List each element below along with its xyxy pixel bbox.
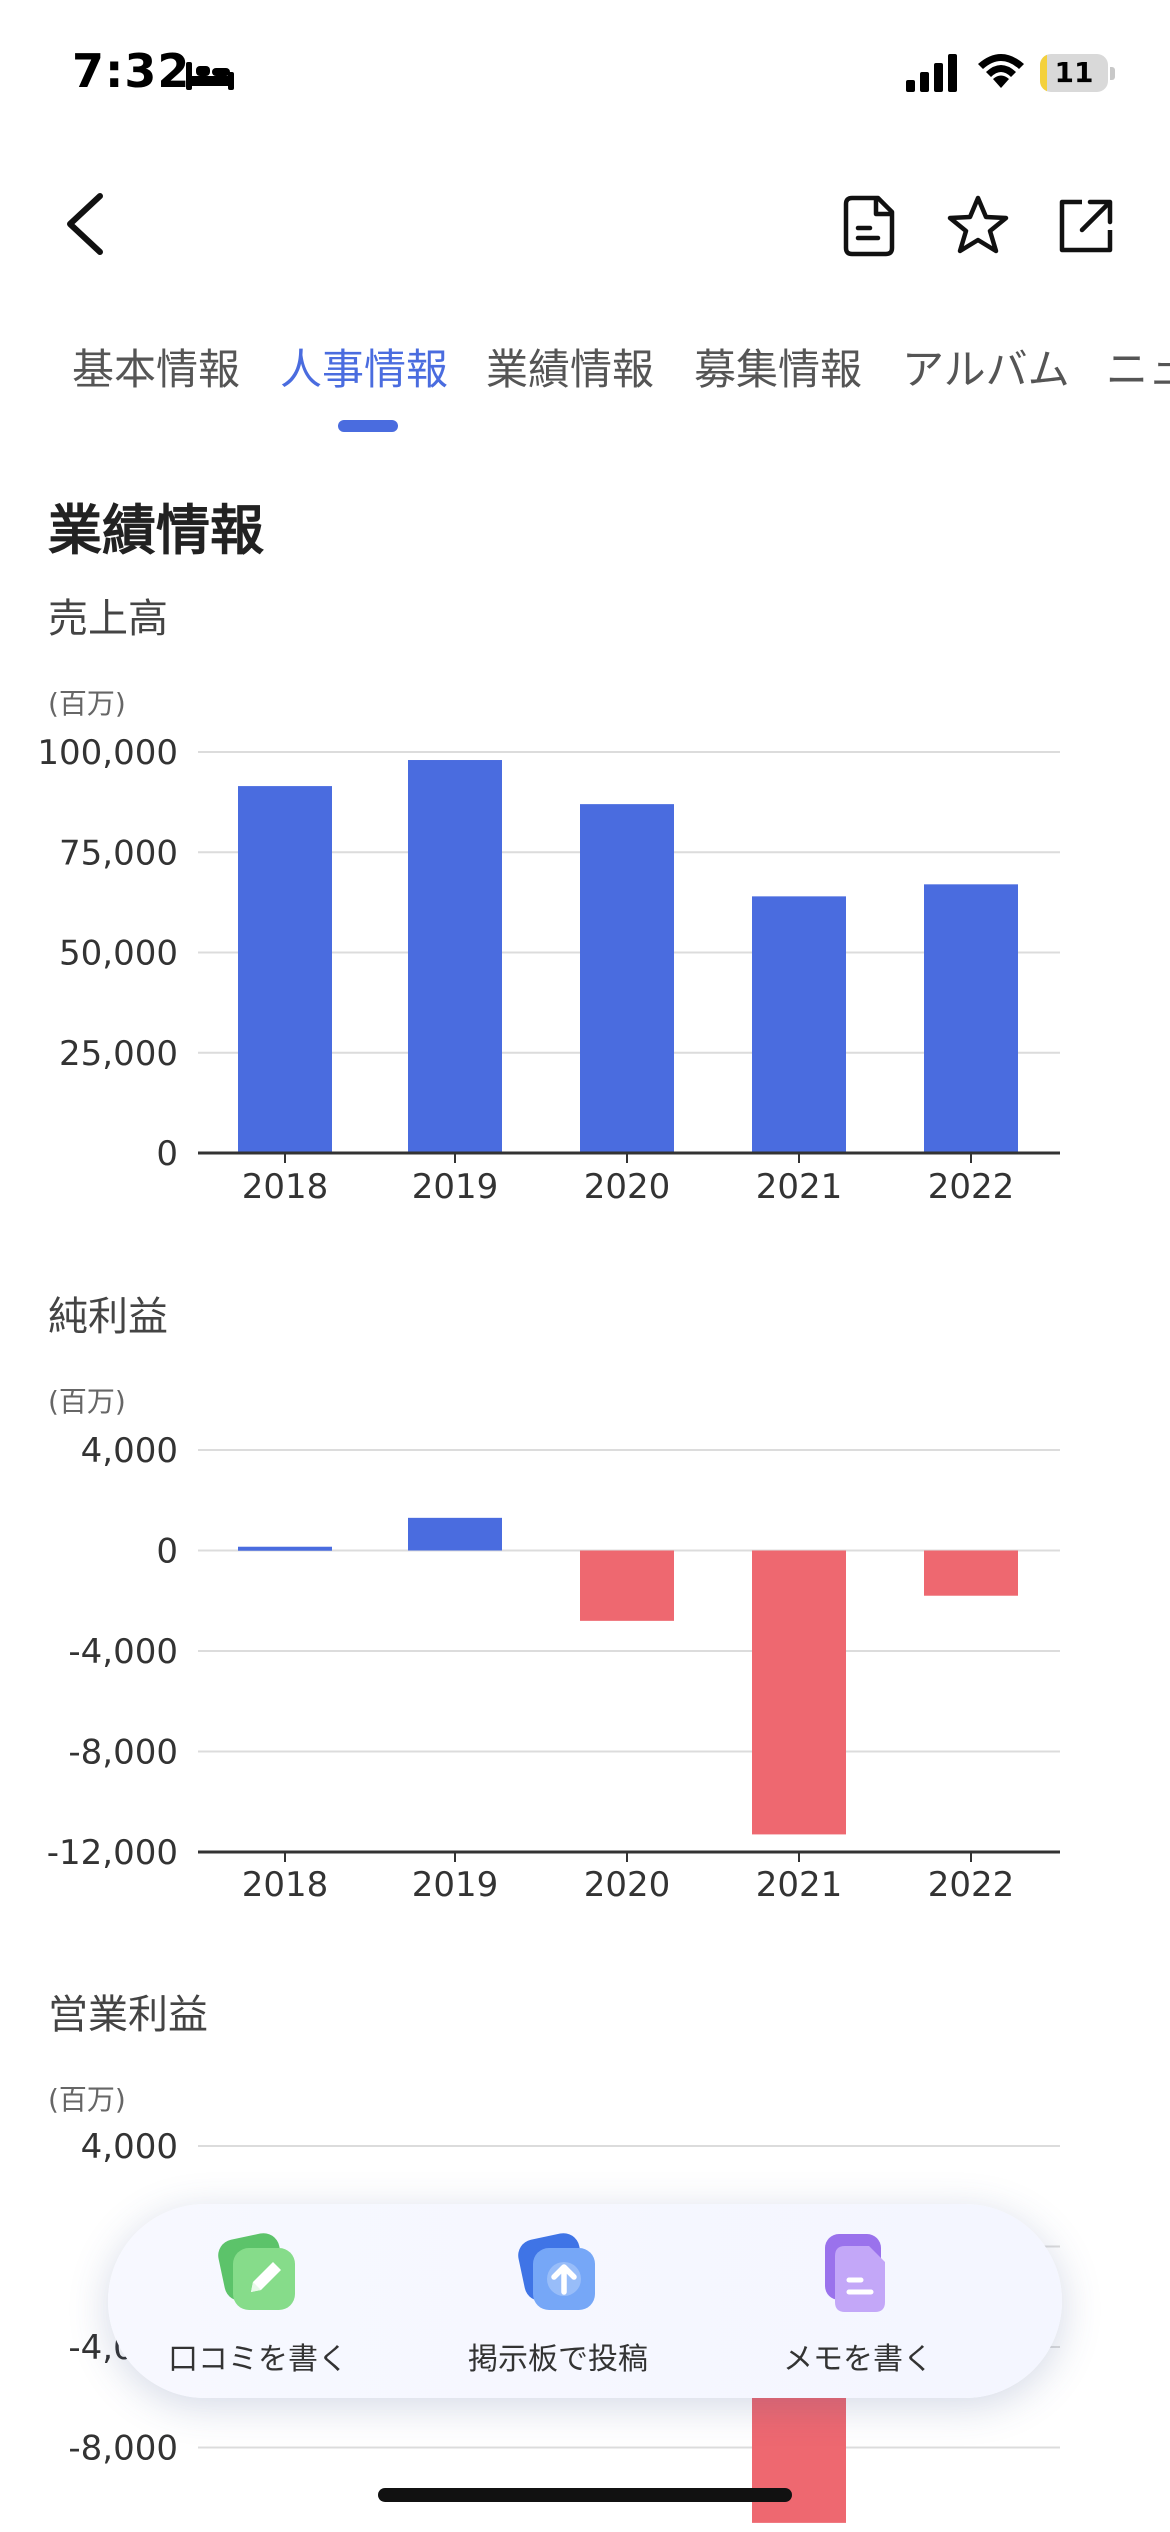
x-tick-label: 2018 — [242, 1167, 329, 1207]
y-tick-label: 0 — [156, 1134, 178, 1174]
y-tick-label: 4,000 — [81, 1431, 178, 1471]
battery-fill — [1040, 54, 1048, 92]
y-tick-label: -12,000 — [47, 1833, 178, 1873]
battery-tip — [1110, 67, 1115, 80]
tab-performance-info[interactable]: 業績情報 — [486, 345, 655, 394]
bar-2018 — [238, 1546, 332, 1551]
bar-2021 — [752, 896, 846, 1153]
sales-chart-svg: 0 25,000 50,000 75,000 100,000 2018 2019 2020 20… — [37, 733, 1060, 1207]
bar-2018 — [238, 786, 332, 1153]
battery-indicator: 11 — [1040, 54, 1115, 92]
y-tick-label: -4,000 — [68, 1632, 178, 1672]
bar-2020 — [580, 1550, 674, 1621]
net-income-unit-label: (百万) — [48, 1385, 126, 1418]
sales-chart: 0 25,000 50,000 75,000 100,000 2018 2019 2020 20… — [0, 720, 1170, 1220]
y-tick-label: 0 — [156, 1532, 178, 1572]
bar-2021 — [752, 1550, 846, 1835]
x-tick-label: 2020 — [584, 1865, 671, 1905]
sleep-bed-icon — [186, 62, 234, 90]
y-tick-label: -8,000 — [68, 2429, 178, 2469]
post-board-label: 掲示板で投稿 — [468, 2342, 648, 2377]
section-title: 業績情報 — [48, 499, 264, 562]
y-tick-label: 75,000 — [59, 833, 178, 873]
bar-2019 — [408, 760, 502, 1153]
battery-body: 11 — [1040, 54, 1108, 92]
back-chevron-icon[interactable] — [56, 188, 116, 260]
active-tab-indicator — [338, 420, 398, 432]
upload-icon — [518, 2233, 595, 2310]
post-board-button[interactable]: 掲示板で投稿 — [408, 2230, 708, 2378]
tab-news[interactable]: ニュ — [1106, 345, 1170, 394]
x-tick-label: 2019 — [412, 1865, 499, 1905]
memo-document-icon[interactable] — [836, 192, 904, 260]
tab-album[interactable]: アルバム — [902, 345, 1070, 394]
y-tick-label: 100,000 — [37, 733, 178, 773]
net-income-chart-svg: -12,000 -8,000 -4,000 0 4,000 2018 2019 2020 202… — [47, 1431, 1060, 1905]
home-indicator[interactable] — [378, 2488, 792, 2502]
status-time: 7:32 — [72, 44, 191, 98]
x-tick-label: 2021 — [756, 1167, 843, 1207]
bar-2022 — [924, 1550, 1018, 1596]
y-tick-label: 50,000 — [59, 934, 178, 974]
x-tick-label: 2020 — [584, 1167, 671, 1207]
y-tick-label: 4,000 — [81, 2127, 178, 2167]
bar-2019 — [408, 1517, 502, 1551]
share-external-icon[interactable] — [1052, 192, 1120, 260]
memo-icon — [825, 2234, 885, 2312]
cellular-signal-icon — [906, 54, 957, 92]
status-bar: 7:32 11 — [0, 0, 1170, 150]
sales-unit-label: (百万) — [48, 687, 126, 720]
x-tick-label: 2022 — [928, 1865, 1015, 1905]
floating-action-bar: 口コミを書く 掲示板で投稿 メモを書く — [108, 2204, 1062, 2398]
tab-recruit-info[interactable]: 募集情報 — [694, 345, 863, 394]
net-income-chart-label: 純利益 — [48, 1294, 168, 1340]
bar-2020 — [580, 804, 674, 1153]
tab-basic-info[interactable]: 基本情報 — [72, 345, 241, 394]
write-memo-button[interactable]: メモを書く — [708, 2230, 1008, 2378]
sales-chart-label: 売上高 — [48, 596, 168, 642]
write-review-label: 口コミを書く — [168, 2342, 348, 2377]
tab-hr-info[interactable]: 人事情報 — [280, 345, 449, 394]
y-tick-label: 25,000 — [59, 1034, 178, 1074]
battery-percent: 11 — [1054, 56, 1094, 89]
x-tick-label: 2018 — [242, 1865, 329, 1905]
pencil-icon — [218, 2233, 295, 2310]
x-tick-label: 2022 — [928, 1167, 1015, 1207]
bar-2022 — [924, 884, 1018, 1153]
x-tick-label: 2019 — [412, 1167, 499, 1207]
net-income-chart: -12,000 -8,000 -4,000 0 4,000 2018 2019 2020 202… — [0, 1420, 1170, 1920]
y-tick-label: -8,000 — [68, 1733, 178, 1773]
tab-bar: 基本情報 人事情報 業績情報 募集情報 アルバム ニュ — [0, 340, 1170, 440]
operating-income-chart-label: 営業利益 — [48, 1992, 208, 2038]
operating-income-unit-label: (百万) — [48, 2083, 126, 2116]
wifi-icon — [978, 54, 1024, 88]
write-memo-label: メモを書く — [783, 2342, 933, 2377]
favorite-star-icon[interactable] — [944, 192, 1012, 260]
x-tick-label: 2021 — [756, 1865, 843, 1905]
write-review-button[interactable]: 口コミを書く — [108, 2230, 408, 2378]
